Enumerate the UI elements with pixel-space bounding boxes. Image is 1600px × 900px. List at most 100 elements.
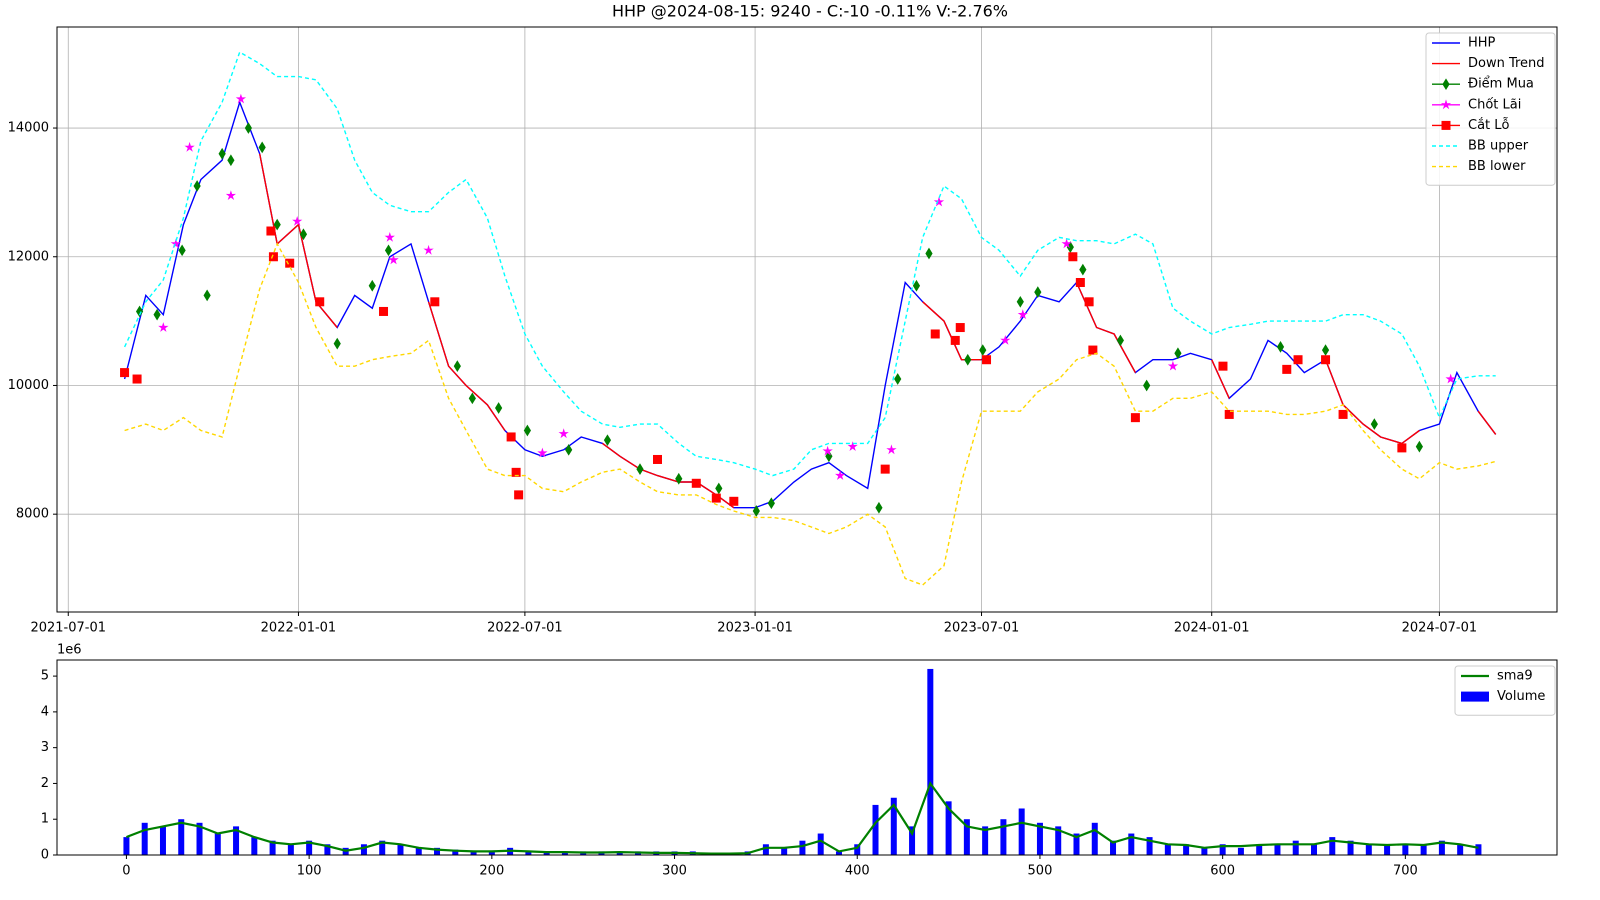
marker — [120, 368, 130, 378]
bar — [927, 668, 934, 855]
marker — [767, 497, 775, 510]
legend-label: Volume — [1497, 689, 1545, 704]
marker — [925, 247, 933, 260]
marker — [1445, 373, 1456, 384]
bar — [1347, 840, 1354, 855]
marker — [384, 232, 395, 242]
bar — [1018, 808, 1025, 855]
marker — [268, 252, 278, 262]
marker — [225, 190, 236, 200]
marker — [847, 441, 858, 451]
line-series — [124, 242, 1496, 586]
marker — [511, 467, 521, 477]
marker — [423, 244, 434, 255]
plot-frame — [56, 659, 1558, 856]
marker — [653, 454, 663, 464]
bar — [1164, 844, 1171, 855]
marker — [1218, 361, 1228, 371]
marker — [292, 216, 303, 226]
bar — [781, 847, 788, 855]
marker — [1338, 409, 1348, 419]
marker — [1017, 309, 1028, 319]
bar — [1384, 844, 1391, 855]
marker — [1370, 418, 1378, 430]
marker — [379, 306, 389, 316]
marker — [153, 308, 161, 321]
marker — [1293, 355, 1303, 365]
marker — [368, 279, 376, 292]
legend-label: Down Trend — [1468, 56, 1545, 71]
marker — [468, 392, 476, 405]
marker — [636, 463, 644, 475]
bar — [1219, 844, 1226, 855]
legend-label: Điểm Mua — [1468, 77, 1534, 92]
bar — [434, 847, 441, 855]
marker — [384, 244, 393, 257]
marker — [1116, 334, 1124, 347]
marker — [886, 444, 897, 455]
marker — [1088, 345, 1098, 355]
marker — [506, 432, 516, 442]
marker — [1174, 347, 1182, 360]
chart-title: HHP @2024-08-15: 9240 - C:-10 -0.11% V:-… — [612, 2, 1008, 21]
marker — [514, 490, 524, 500]
marker — [1397, 443, 1407, 453]
bar — [470, 851, 477, 855]
marker — [1276, 341, 1285, 353]
x-tick-label: 0 — [122, 864, 130, 879]
bar — [269, 840, 276, 855]
x-tick-label: 2024-07-01 — [1402, 621, 1478, 636]
x-tick-label: 2021-07-01 — [30, 621, 106, 636]
marker — [711, 493, 721, 503]
marker — [912, 279, 921, 292]
legend-box — [1425, 32, 1556, 186]
bar — [1402, 844, 1409, 855]
marker — [752, 505, 760, 517]
bar — [1073, 833, 1080, 855]
marker — [523, 424, 531, 437]
bar — [1237, 847, 1244, 855]
legend-marker — [1442, 78, 1450, 91]
bar — [1146, 837, 1153, 855]
bar — [1110, 840, 1117, 855]
y-tick-label: 0 — [41, 848, 49, 863]
plot-frame — [56, 26, 1558, 613]
x-tick-label: 2022-07-01 — [487, 621, 563, 636]
marker — [1000, 335, 1011, 345]
marker — [933, 196, 945, 207]
marker — [135, 305, 144, 318]
line-series — [259, 153, 1497, 509]
bar — [1256, 844, 1263, 855]
bar — [287, 844, 294, 855]
marker — [158, 322, 169, 332]
bar — [159, 826, 166, 855]
y-tick-label: 5 — [41, 669, 49, 684]
bar — [1475, 844, 1482, 855]
bar — [178, 819, 185, 855]
marker — [1034, 286, 1042, 298]
bar — [1311, 844, 1318, 855]
bar — [762, 844, 769, 855]
marker — [266, 226, 276, 236]
marker — [178, 244, 186, 257]
x-tick-label: 600 — [1210, 864, 1235, 879]
marker — [1061, 238, 1072, 249]
legend-label: Cắt Lỗ — [1468, 118, 1510, 133]
marker — [880, 464, 890, 474]
x-tick-label: 2023-07-01 — [944, 621, 1020, 636]
marker — [1415, 440, 1423, 453]
x-tick-label: 100 — [297, 864, 322, 879]
marker — [930, 329, 940, 339]
bar — [835, 851, 842, 855]
y-tick-label: 12000 — [8, 249, 49, 264]
line-series — [123, 51, 1496, 477]
marker — [193, 180, 201, 192]
marker — [453, 360, 461, 373]
x-tick-label: 700 — [1393, 864, 1418, 879]
marker — [218, 147, 226, 160]
bar — [452, 849, 459, 855]
marker — [1321, 355, 1331, 365]
marker — [675, 472, 683, 485]
marker — [170, 238, 181, 249]
marker — [235, 93, 246, 104]
